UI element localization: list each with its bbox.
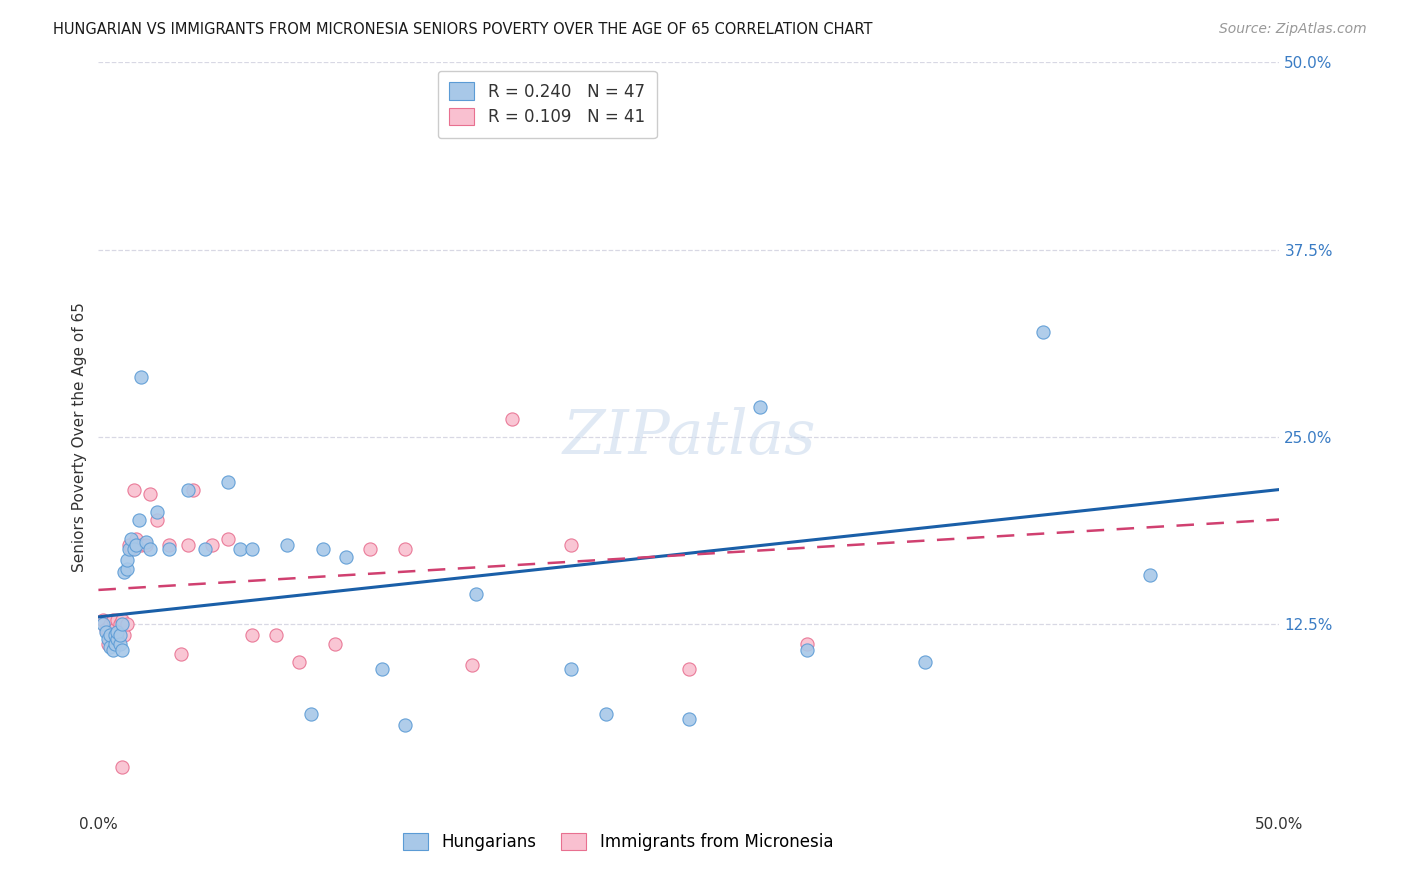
- Point: [105, 632, 128, 647]
- Point: [139, 542, 162, 557]
- Point: [229, 542, 252, 557]
- Point: [264, 628, 287, 642]
- Point: [135, 538, 157, 552]
- Point: [312, 542, 335, 557]
- Point: [111, 613, 134, 627]
- Point: [371, 662, 394, 676]
- Point: [796, 637, 818, 651]
- Point: [121, 542, 143, 557]
- Point: [111, 643, 134, 657]
- Point: [796, 643, 818, 657]
- Point: [595, 707, 617, 722]
- Y-axis label: Seniors Poverty Over the Age of 65: Seniors Poverty Over the Age of 65: [72, 302, 87, 572]
- Point: [118, 538, 141, 552]
- Point: [121, 532, 143, 546]
- Point: [98, 640, 121, 654]
- Point: [135, 535, 157, 549]
- Point: [105, 628, 128, 642]
- Point: [276, 538, 298, 552]
- Point: [111, 760, 134, 774]
- Point: [108, 617, 131, 632]
- Point: [101, 643, 124, 657]
- Text: Source: ZipAtlas.com: Source: ZipAtlas.com: [1219, 22, 1367, 37]
- Point: [125, 532, 148, 546]
- Point: [560, 662, 582, 676]
- Point: [560, 538, 582, 552]
- Point: [914, 655, 936, 669]
- Point: [157, 542, 180, 557]
- Point: [129, 370, 152, 384]
- Point: [108, 637, 131, 651]
- Point: [115, 617, 138, 632]
- Point: [104, 622, 127, 636]
- Point: [177, 483, 200, 497]
- Point: [288, 655, 311, 669]
- Point: [1139, 568, 1161, 582]
- Point: [97, 637, 120, 651]
- Point: [105, 613, 128, 627]
- Point: [108, 628, 131, 642]
- Point: [125, 538, 148, 552]
- Point: [217, 532, 239, 546]
- Point: [181, 483, 204, 497]
- Text: ZIPatlas: ZIPatlas: [562, 407, 815, 467]
- Point: [139, 487, 162, 501]
- Point: [201, 538, 224, 552]
- Point: [177, 538, 200, 552]
- Point: [748, 400, 770, 414]
- Point: [129, 538, 152, 552]
- Legend: Hungarians, Immigrants from Micronesia: Hungarians, Immigrants from Micronesia: [395, 825, 842, 860]
- Point: [146, 505, 169, 519]
- Point: [97, 632, 120, 647]
- Point: [359, 542, 381, 557]
- Point: [335, 549, 357, 564]
- Point: [217, 475, 239, 489]
- Point: [111, 617, 134, 632]
- Point: [122, 483, 145, 497]
- Point: [157, 538, 180, 552]
- Point: [97, 624, 120, 639]
- Point: [394, 542, 416, 557]
- Point: [104, 628, 127, 642]
- Point: [122, 542, 145, 557]
- Point: [465, 587, 488, 601]
- Point: [194, 542, 217, 557]
- Point: [170, 648, 193, 662]
- Point: [678, 712, 700, 726]
- Point: [98, 617, 121, 632]
- Point: [460, 657, 482, 672]
- Point: [240, 542, 263, 557]
- Point: [146, 512, 169, 526]
- Point: [299, 707, 322, 722]
- Text: HUNGARIAN VS IMMIGRANTS FROM MICRONESIA SENIORS POVERTY OVER THE AGE OF 65 CORRE: HUNGARIAN VS IMMIGRANTS FROM MICRONESIA …: [53, 22, 873, 37]
- Point: [112, 628, 135, 642]
- Point: [105, 624, 128, 639]
- Point: [94, 624, 117, 639]
- Point: [128, 512, 150, 526]
- Point: [678, 662, 700, 676]
- Point: [101, 613, 124, 627]
- Point: [104, 632, 127, 647]
- Point: [501, 412, 523, 426]
- Point: [112, 565, 135, 579]
- Point: [240, 628, 263, 642]
- Point: [104, 637, 127, 651]
- Point: [94, 622, 117, 636]
- Point: [115, 553, 138, 567]
- Point: [394, 718, 416, 732]
- Point: [118, 542, 141, 557]
- Point: [115, 562, 138, 576]
- Point: [1032, 325, 1054, 339]
- Point: [91, 613, 114, 627]
- Point: [91, 617, 114, 632]
- Point: [98, 628, 121, 642]
- Point: [101, 628, 124, 642]
- Point: [323, 637, 346, 651]
